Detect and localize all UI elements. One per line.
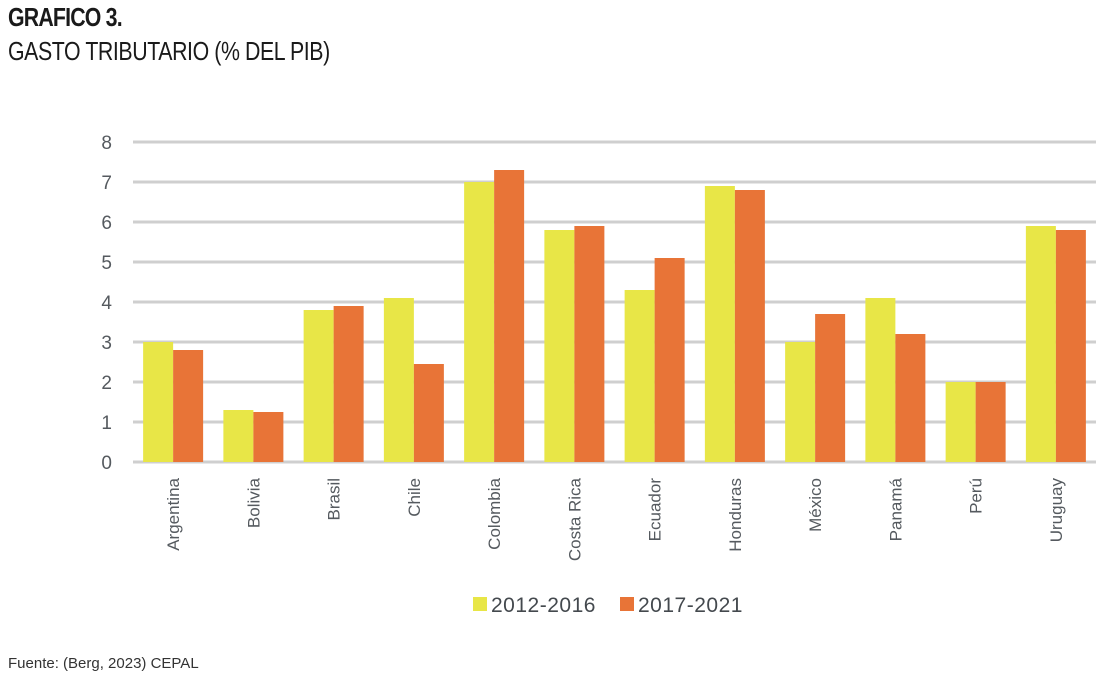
x-tick-label: Bolivia xyxy=(244,477,263,528)
y-tick-label: 8 xyxy=(101,133,112,154)
y-tick-label: 4 xyxy=(101,293,112,314)
gridlines xyxy=(133,140,1096,464)
y-tick-label: 1 xyxy=(101,413,112,434)
bar-2012-2016-Brasil xyxy=(303,310,334,462)
legend-swatch-2012-2016 xyxy=(473,597,487,611)
bar-2012-2016-Chile xyxy=(383,298,414,462)
x-tick-label: Perú xyxy=(967,478,986,514)
x-tick-label: Panamá xyxy=(886,477,905,541)
x-tick-label: Uruguay xyxy=(1047,478,1066,543)
y-axis-ticks: 0 1 2 3 4 5 6 7 8 xyxy=(101,133,112,474)
y-tick-label: 2 xyxy=(101,373,112,394)
bar-2017-2021-Argentina xyxy=(173,350,204,462)
bar-2012-2016-Ecuador xyxy=(624,290,655,462)
legend-swatch-2017-2021 xyxy=(620,597,634,611)
bar-2012-2016-México xyxy=(785,342,816,462)
x-tick-label: México xyxy=(806,478,825,532)
legend-label: 2012-2016 xyxy=(491,594,596,617)
chart-title: GASTO TRIBUTARIO (% DEL PIB) xyxy=(8,36,330,66)
bar-2012-2016-Panamá xyxy=(865,298,896,462)
y-tick-label: 0 xyxy=(101,453,112,474)
x-tick-label: Colombia xyxy=(485,477,504,549)
bar-2012-2016-Bolivia xyxy=(223,410,254,462)
bar-2017-2021-Panamá xyxy=(895,334,926,462)
legend: 2012-2016 2017-2021 xyxy=(473,594,743,617)
y-tick-label: 3 xyxy=(101,333,112,354)
x-tick-label: Argentina xyxy=(164,477,183,550)
y-tick-label: 5 xyxy=(101,253,112,274)
y-tick-label: 6 xyxy=(101,213,112,234)
legend-label: 2017-2021 xyxy=(638,594,743,617)
bar-2012-2016-Honduras xyxy=(704,186,735,462)
bar-2017-2021-México xyxy=(815,314,846,462)
bar-2012-2016-Argentina xyxy=(143,342,174,462)
bar-2017-2021-Bolivia xyxy=(253,412,284,462)
x-tick-label: Costa Rica xyxy=(565,477,584,561)
x-tick-label: Chile xyxy=(405,478,424,517)
x-tick-label: Honduras xyxy=(726,478,745,552)
bar-2012-2016-Perú xyxy=(945,382,976,462)
bars xyxy=(143,170,1086,462)
x-axis-labels: Argentina Bolivia Brasil Chile Colombia Costa… xyxy=(164,477,1066,561)
bar-2017-2021-Costa Rica xyxy=(574,226,605,462)
x-tick-label: Ecuador xyxy=(646,478,665,542)
bar-2017-2021-Uruguay xyxy=(1055,230,1086,462)
bar-2017-2021-Brasil xyxy=(333,306,364,462)
bar-2017-2021-Honduras xyxy=(734,190,765,462)
bar-2017-2021-Colombia xyxy=(494,170,525,462)
bar-2017-2021-Chile xyxy=(413,364,444,462)
source-note: Fuente: (Berg, 2023) CEPAL xyxy=(8,655,199,672)
bar-2012-2016-Costa Rica xyxy=(544,230,575,462)
bar-2017-2021-Perú xyxy=(975,382,1006,462)
bar-2012-2016-Colombia xyxy=(464,182,495,462)
bar-2017-2021-Ecuador xyxy=(654,258,685,462)
figure-number: GRAFICO 3. xyxy=(8,2,123,32)
x-tick-label: Brasil xyxy=(325,478,344,521)
y-tick-label: 7 xyxy=(101,173,112,194)
bar-2012-2016-Uruguay xyxy=(1025,226,1056,462)
